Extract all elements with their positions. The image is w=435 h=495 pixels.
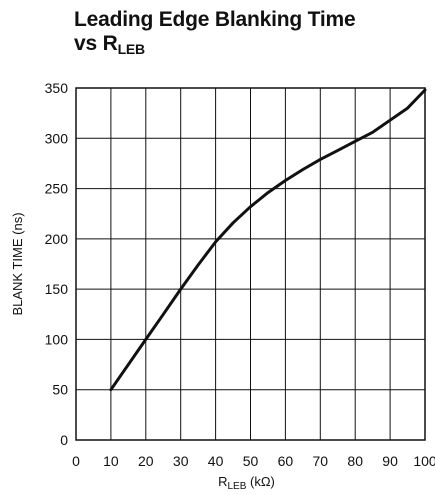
x-axis-label-subscript: LEB [227,481,246,492]
x-tick-label: 60 [278,453,294,469]
y-axis-label: BLANK TIME (ns) [10,212,25,315]
x-tick-label: 0 [72,453,80,469]
chart-title-subscript: LEB [117,41,146,57]
y-tick-label: 250 [45,181,69,197]
y-tick-label: 350 [45,80,69,96]
y-tick-label: 100 [45,331,69,347]
x-axis-label-prefix: R [218,474,227,489]
y-tick-label: 50 [52,382,68,398]
grid-lines [75,87,426,441]
x-tick-label: 20 [138,453,154,469]
x-tick-label: 80 [347,453,363,469]
chart-title-line2: vs RLEB [74,32,355,61]
series-line [109,88,427,392]
y-tick-label: 0 [60,432,68,448]
x-tick-label: 90 [382,453,398,469]
y-tick-label: 200 [45,231,69,247]
plot-frame [75,87,426,441]
x-axis-label: RLEB (kΩ) [218,474,275,492]
y-tick-label: 300 [45,130,69,146]
tick-labels: 0 10 20 30 40 50 60 70 80 90 100 0 50 100 150 200 250 300… [45,80,435,469]
chart-title-line1: Leading Edge Blanking Time [74,8,356,31]
x-tick-label: 70 [313,453,329,469]
x-tick-label: 100 [413,453,435,469]
chart-title-prefix: vs R [74,32,118,55]
x-tick-label: 10 [103,453,119,469]
x-tick-label: 50 [243,453,259,469]
x-tick-label: 30 [173,453,189,469]
x-tick-label: 40 [208,453,224,469]
chart-title: Leading Edge Blanking Time vs RLEB [74,8,356,61]
y-tick-label: 150 [45,281,69,297]
x-axis-label-suffix: (kΩ) [246,474,275,489]
